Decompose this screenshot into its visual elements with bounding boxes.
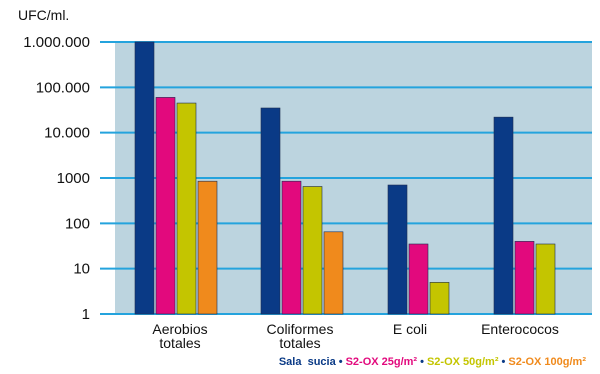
- category-labels: Aerobios totales Coliformes totales E coli En…: [152, 321, 559, 351]
- legend-separator: •: [420, 356, 424, 368]
- bar: [197, 180, 218, 315]
- legend-item: S2-OX 25g/m²: [345, 356, 418, 368]
- legend-separator: •: [501, 356, 506, 368]
- y-tick-label: 10: [73, 261, 90, 278]
- legend-item: S2-OX 50g/m²: [426, 356, 499, 368]
- y-tick-label: 1000: [57, 170, 90, 187]
- legend-separator: •: [338, 356, 343, 368]
- category-label: Aerobios totales: [152, 321, 207, 351]
- bar: [429, 282, 450, 315]
- bar: [387, 184, 408, 315]
- y-tick-label: 10.000: [44, 125, 90, 142]
- y-tick-labels: 1 10 100 1000 10.000 100.000 1.000.000: [23, 34, 90, 323]
- bar: [323, 231, 344, 315]
- category-label: E coli: [393, 321, 427, 337]
- y-tick-label: 100: [65, 215, 90, 232]
- bar: [514, 241, 535, 315]
- bar: [302, 186, 323, 315]
- y-tick-label: 1.000.000: [23, 34, 90, 51]
- y-tick-label: 1: [82, 306, 90, 323]
- legend-item: Sala sucia: [278, 356, 336, 368]
- category-label: Coliformes totales: [267, 321, 334, 351]
- legend-item: S2-OX 100g/m²: [508, 356, 586, 368]
- bar: [281, 180, 302, 315]
- category-label: Enterococos: [481, 321, 559, 337]
- bars: [134, 41, 556, 315]
- bar: [155, 97, 176, 315]
- bar: [176, 102, 197, 315]
- y-axis-label: UFC/ml.: [18, 7, 69, 23]
- bar: [493, 116, 514, 315]
- bar: [408, 243, 429, 315]
- bar: [535, 243, 556, 315]
- bar: [260, 107, 281, 315]
- legend: Sala sucia • S2-OX 25g/m² • S2-OX 50g/m² • S2-…: [0, 356, 586, 368]
- y-tick-label: 100.000: [36, 79, 90, 96]
- bar: [134, 41, 155, 315]
